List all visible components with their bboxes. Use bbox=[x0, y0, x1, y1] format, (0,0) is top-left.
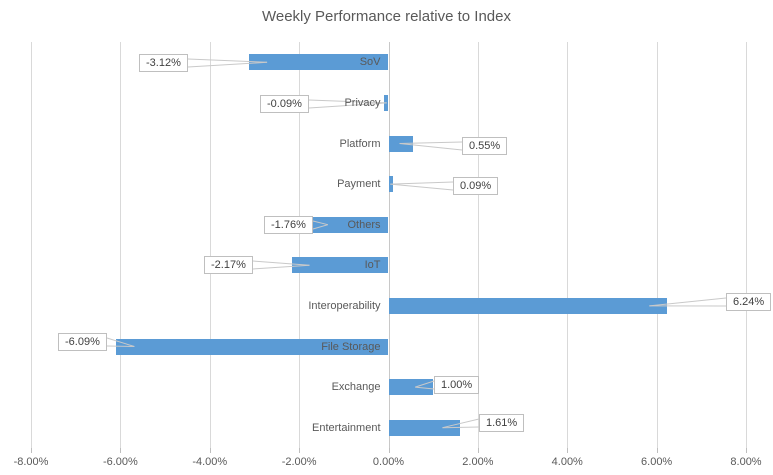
leader-line bbox=[442, 426, 480, 429]
data-label-callout[interactable]: -6.09% bbox=[58, 333, 107, 351]
leader-line bbox=[390, 183, 454, 191]
gridline bbox=[477, 42, 479, 448]
leader-line bbox=[415, 380, 435, 388]
axis-tick bbox=[656, 448, 658, 453]
gridline bbox=[746, 42, 747, 448]
leader-line bbox=[399, 143, 463, 151]
leader-line bbox=[252, 264, 310, 270]
leader-line bbox=[390, 181, 454, 185]
leader-line bbox=[415, 386, 435, 390]
data-label-callout[interactable]: 1.61% bbox=[479, 414, 525, 432]
x-axis-tick-label: -4.00% bbox=[192, 456, 228, 468]
leader-line bbox=[308, 99, 387, 104]
bar-sov[interactable] bbox=[249, 54, 389, 71]
axis-tick bbox=[209, 448, 211, 453]
data-label-callout[interactable]: 1.00% bbox=[434, 376, 480, 394]
category-label: Interoperability bbox=[308, 299, 381, 312]
gridline bbox=[299, 42, 301, 448]
category-label: Platform bbox=[339, 137, 381, 150]
leader-line bbox=[442, 418, 480, 429]
category-label: Privacy bbox=[344, 96, 381, 109]
leader-line bbox=[312, 224, 328, 230]
x-axis-tick-label: -6.00% bbox=[102, 456, 138, 468]
leader-line bbox=[649, 297, 727, 307]
axis-tick bbox=[120, 448, 122, 453]
gridline bbox=[209, 42, 211, 448]
axis-tick bbox=[477, 448, 479, 453]
x-axis-tick-label: -2.00% bbox=[281, 456, 317, 468]
data-label-callout[interactable]: 6.24% bbox=[726, 293, 772, 311]
bar-iot[interactable] bbox=[291, 257, 389, 274]
bar-others[interactable] bbox=[309, 216, 389, 233]
leader-line bbox=[252, 260, 310, 266]
leader-line bbox=[308, 102, 387, 109]
bar-interoperability[interactable] bbox=[388, 297, 668, 314]
x-axis-tick-label: 4.00% bbox=[551, 456, 583, 468]
gridline bbox=[120, 42, 122, 448]
category-label: IoT bbox=[364, 259, 381, 272]
category-label: Payment bbox=[337, 178, 381, 191]
leader-line bbox=[106, 345, 135, 347]
leader-line bbox=[187, 58, 268, 63]
gridline bbox=[31, 42, 32, 448]
zero-axis-line bbox=[388, 42, 390, 448]
x-axis-tick-label: 8.00% bbox=[730, 456, 762, 468]
data-label-callout[interactable]: -0.09% bbox=[260, 95, 309, 113]
bar-exchange[interactable] bbox=[388, 379, 434, 396]
x-axis-tick-label: 2.00% bbox=[462, 456, 494, 468]
category-label: Others bbox=[347, 218, 381, 231]
x-axis-tick-label: 0.00% bbox=[372, 456, 405, 468]
axis-tick bbox=[299, 448, 301, 453]
category-label: SoV bbox=[359, 56, 381, 69]
x-axis-tick-label: 6.00% bbox=[641, 456, 673, 468]
axis-tick bbox=[31, 448, 32, 453]
bar-entertainment[interactable] bbox=[388, 419, 461, 436]
data-label-callout[interactable]: -1.76% bbox=[264, 216, 313, 234]
axis-tick bbox=[388, 448, 390, 453]
leader-line bbox=[312, 220, 328, 226]
gridline bbox=[656, 42, 658, 448]
chart-title: Weekly Performance relative to Index bbox=[261, 8, 511, 25]
gridline bbox=[567, 42, 569, 448]
data-label-callout[interactable]: -3.12% bbox=[139, 54, 188, 72]
category-label: Exchange bbox=[331, 381, 381, 394]
data-label-callout[interactable]: 0.09% bbox=[453, 177, 499, 195]
data-label-callout[interactable]: -2.17% bbox=[204, 256, 253, 274]
leader-line bbox=[106, 337, 135, 347]
x-axis-tick-label: -8.00% bbox=[13, 456, 49, 468]
leader-line bbox=[399, 141, 463, 144]
category-label: File Storage bbox=[321, 340, 381, 353]
bar-file-storage[interactable] bbox=[116, 338, 389, 355]
axis-tick bbox=[746, 448, 747, 453]
category-label: Entertainment bbox=[312, 421, 381, 434]
leader-line bbox=[187, 61, 268, 68]
data-label-callout[interactable]: 0.55% bbox=[462, 137, 508, 155]
axis-tick bbox=[567, 448, 569, 453]
